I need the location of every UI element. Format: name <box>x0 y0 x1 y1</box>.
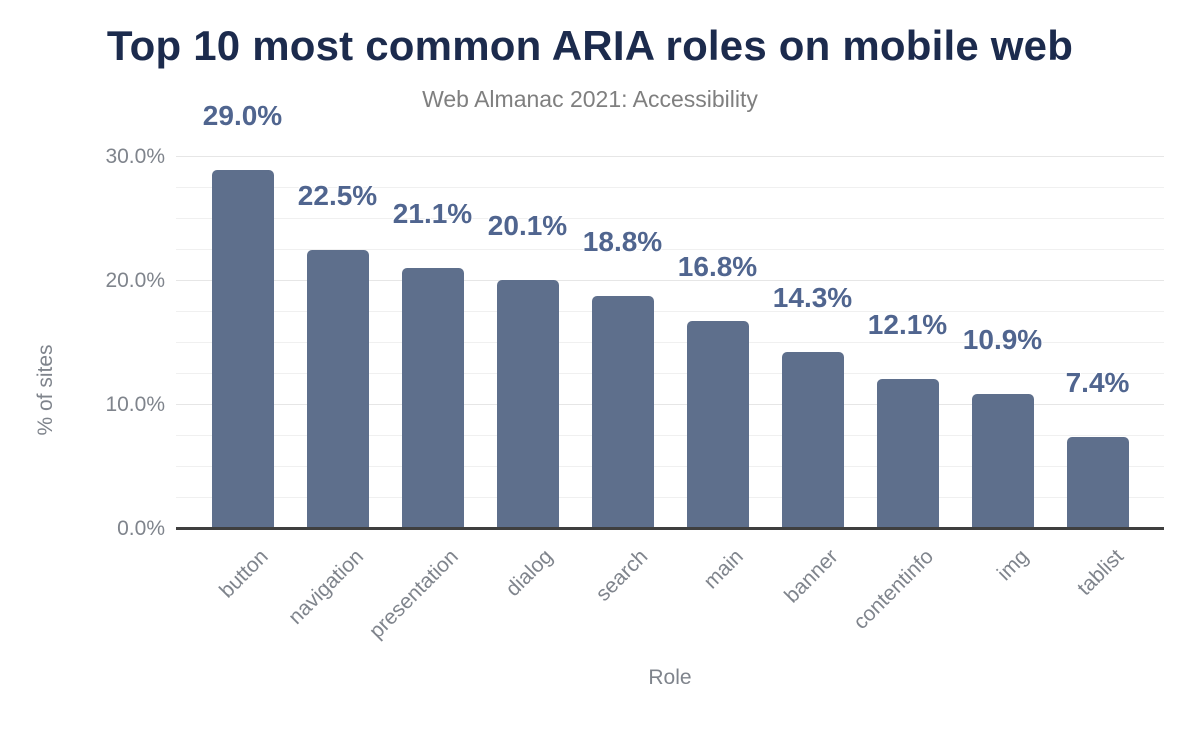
x-tick-label-navigation: navigation <box>283 545 368 629</box>
major-gridline <box>176 156 1164 158</box>
bar-value-label-img: 10.9% <box>962 323 1043 355</box>
major-gridline <box>176 280 1164 282</box>
x-tick-label-dialog: dialog <box>501 545 558 601</box>
minor-gridline <box>176 466 1164 468</box>
chart-subtitle: Web Almanac 2021: Accessibility <box>422 86 758 112</box>
minor-gridline <box>176 187 1164 189</box>
bar-value-label-button: 29.0% <box>202 99 283 131</box>
bar-banner <box>781 351 844 529</box>
major-gridline <box>176 404 1164 406</box>
bar-value-label-navigation: 22.5% <box>297 180 378 212</box>
minor-gridline <box>176 249 1164 251</box>
bar-dialog <box>496 279 559 529</box>
minor-gridline <box>176 497 1164 499</box>
bar-button <box>211 169 274 529</box>
bar-search <box>591 296 654 529</box>
bar-navigation <box>306 250 369 529</box>
minor-gridline <box>176 342 1164 344</box>
x-tick-label-search: search <box>591 545 653 606</box>
minor-gridline <box>176 311 1164 313</box>
x-axis-line <box>176 527 1164 530</box>
x-axis-title: Role <box>648 666 692 689</box>
x-tick-label-banner: banner <box>780 545 843 608</box>
bar-value-label-presentation: 21.1% <box>392 197 473 229</box>
x-tick-label-presentation: presentation <box>364 545 463 644</box>
bar-value-label-banner: 14.3% <box>772 281 853 313</box>
y-tick-label-30: 30.0% <box>105 145 165 169</box>
chart-title: Top 10 most common ARIA roles on mobile … <box>106 22 1074 69</box>
plot-area: 29.0% 22.5% 21.1% 20.1% 18.8% 16.8% 14.3% 12.1%… <box>176 100 1164 530</box>
x-tick-label-contentinfo: contentinfo <box>848 545 938 634</box>
x-tick-label-tablist: tablist <box>1072 545 1128 601</box>
bar-img <box>971 393 1034 529</box>
x-tick-label-img: img <box>992 545 1033 586</box>
bar-value-label-main: 16.8% <box>677 250 758 282</box>
y-tick-label-20: 20.0% <box>105 269 165 293</box>
bar-presentation <box>401 267 464 529</box>
y-tick-label-0: 0.0% <box>117 517 165 540</box>
bar-value-label-dialog: 20.1% <box>487 209 568 241</box>
y-tick-label-10: 10.0% <box>105 393 165 417</box>
bar-main <box>686 320 749 529</box>
bar-value-label-search: 18.8% <box>582 226 663 258</box>
y-axis-ticks: 0.0% 10.0% 20.0% 30.0% <box>0 130 165 540</box>
minor-gridline <box>176 435 1164 437</box>
bar-contentinfo <box>876 379 939 529</box>
bar-tablist <box>1066 437 1129 529</box>
bar-value-label-tablist: 7.4% <box>1065 367 1130 399</box>
minor-gridline <box>176 373 1164 375</box>
x-tick-label-main: main <box>699 545 748 594</box>
minor-gridline <box>176 218 1164 220</box>
x-tick-label-button: button <box>215 545 273 603</box>
bar-value-label-contentinfo: 12.1% <box>867 309 948 341</box>
